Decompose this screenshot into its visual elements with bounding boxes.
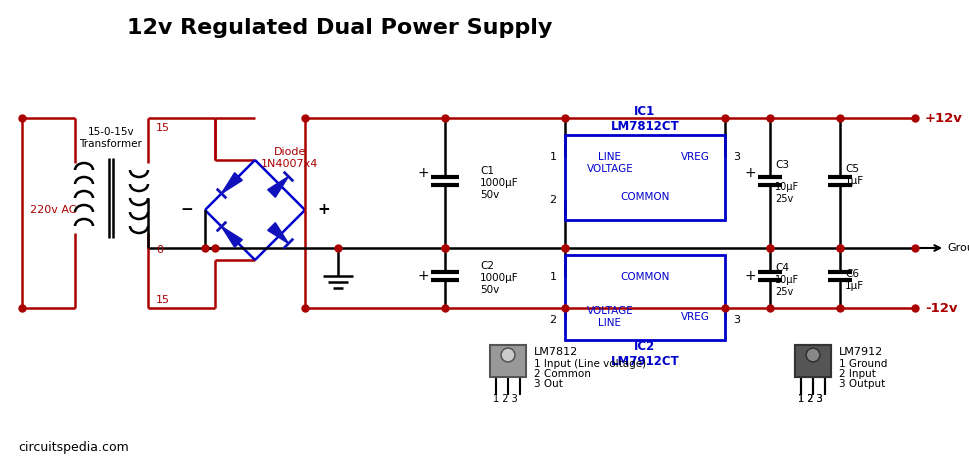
Bar: [795, 345, 830, 377]
Text: 15: 15: [156, 123, 170, 133]
Text: C4: C4: [774, 263, 788, 273]
Text: 3: 3: [733, 315, 739, 325]
Text: 1: 1: [548, 152, 556, 162]
Text: Ground: Ground: [946, 243, 969, 253]
Text: 2: 2: [548, 195, 556, 205]
Text: +: +: [317, 202, 329, 218]
Text: 1 Input (Line voltage): 1 Input (Line voltage): [534, 359, 645, 369]
Circle shape: [805, 348, 819, 362]
Text: circuitspedia.com: circuitspedia.com: [18, 442, 129, 454]
Text: +: +: [417, 269, 428, 283]
Text: VREG: VREG: [680, 152, 708, 162]
Bar: [489, 345, 525, 377]
Text: LM7912: LM7912: [838, 347, 883, 357]
Text: IC1
LM7812CT: IC1 LM7812CT: [610, 105, 678, 133]
Bar: [564, 255, 724, 340]
Text: LINE
VOLTAGE: LINE VOLTAGE: [586, 152, 633, 174]
Text: 3 Out: 3 Out: [534, 379, 562, 389]
Text: 3 Output: 3 Output: [838, 379, 885, 389]
Text: 1 2 3: 1 2 3: [492, 394, 517, 404]
Text: 1 Ground: 1 Ground: [838, 359, 887, 369]
Text: -12v: -12v: [924, 301, 956, 315]
Text: VREG: VREG: [680, 312, 708, 322]
Text: 0: 0: [156, 245, 163, 255]
Circle shape: [805, 348, 819, 362]
Text: VOLTAGE
LINE: VOLTAGE LINE: [586, 306, 633, 328]
Text: 10μF
25v: 10μF 25v: [774, 182, 798, 204]
Text: C5
1μF: C5 1μF: [844, 164, 863, 186]
Text: C6
1μF: C6 1μF: [844, 269, 863, 291]
Text: C2
1000μF
50v: C2 1000μF 50v: [480, 262, 518, 294]
Text: +12v: +12v: [924, 111, 962, 125]
Polygon shape: [221, 173, 242, 193]
Text: 2 Common: 2 Common: [534, 369, 590, 379]
Text: C3: C3: [774, 160, 788, 170]
Text: 3: 3: [733, 152, 739, 162]
Polygon shape: [267, 223, 288, 244]
Text: Diode
1N4007x4: Diode 1N4007x4: [261, 147, 319, 169]
Text: 1: 1: [548, 272, 556, 282]
Text: 10μF
25v: 10μF 25v: [774, 275, 798, 297]
Text: 15-0-15v
Transformer: 15-0-15v Transformer: [79, 127, 142, 149]
Bar: [795, 345, 830, 377]
Text: COMMON: COMMON: [619, 272, 669, 282]
Text: 2 Input: 2 Input: [838, 369, 875, 379]
Text: 220v AC: 220v AC: [30, 205, 77, 215]
Text: COMMON: COMMON: [619, 192, 669, 202]
Polygon shape: [221, 227, 242, 247]
Text: +: +: [417, 166, 428, 180]
Text: 2: 2: [548, 315, 556, 325]
Text: 15: 15: [156, 295, 170, 305]
Text: IC2
LM7912CT: IC2 LM7912CT: [610, 340, 678, 368]
Text: C1
1000μF
50v: C1 1000μF 50v: [480, 166, 518, 200]
Text: 12v Regulated Dual Power Supply: 12v Regulated Dual Power Supply: [127, 18, 552, 38]
Text: 1 2 3: 1 2 3: [797, 394, 822, 404]
Text: +: +: [743, 166, 755, 180]
Text: LM7812: LM7812: [534, 347, 578, 357]
Text: 1 2 3: 1 2 3: [797, 394, 822, 404]
Text: +: +: [743, 269, 755, 283]
Circle shape: [500, 348, 515, 362]
Bar: [564, 135, 724, 220]
Polygon shape: [267, 176, 288, 197]
Text: −: −: [180, 202, 193, 218]
